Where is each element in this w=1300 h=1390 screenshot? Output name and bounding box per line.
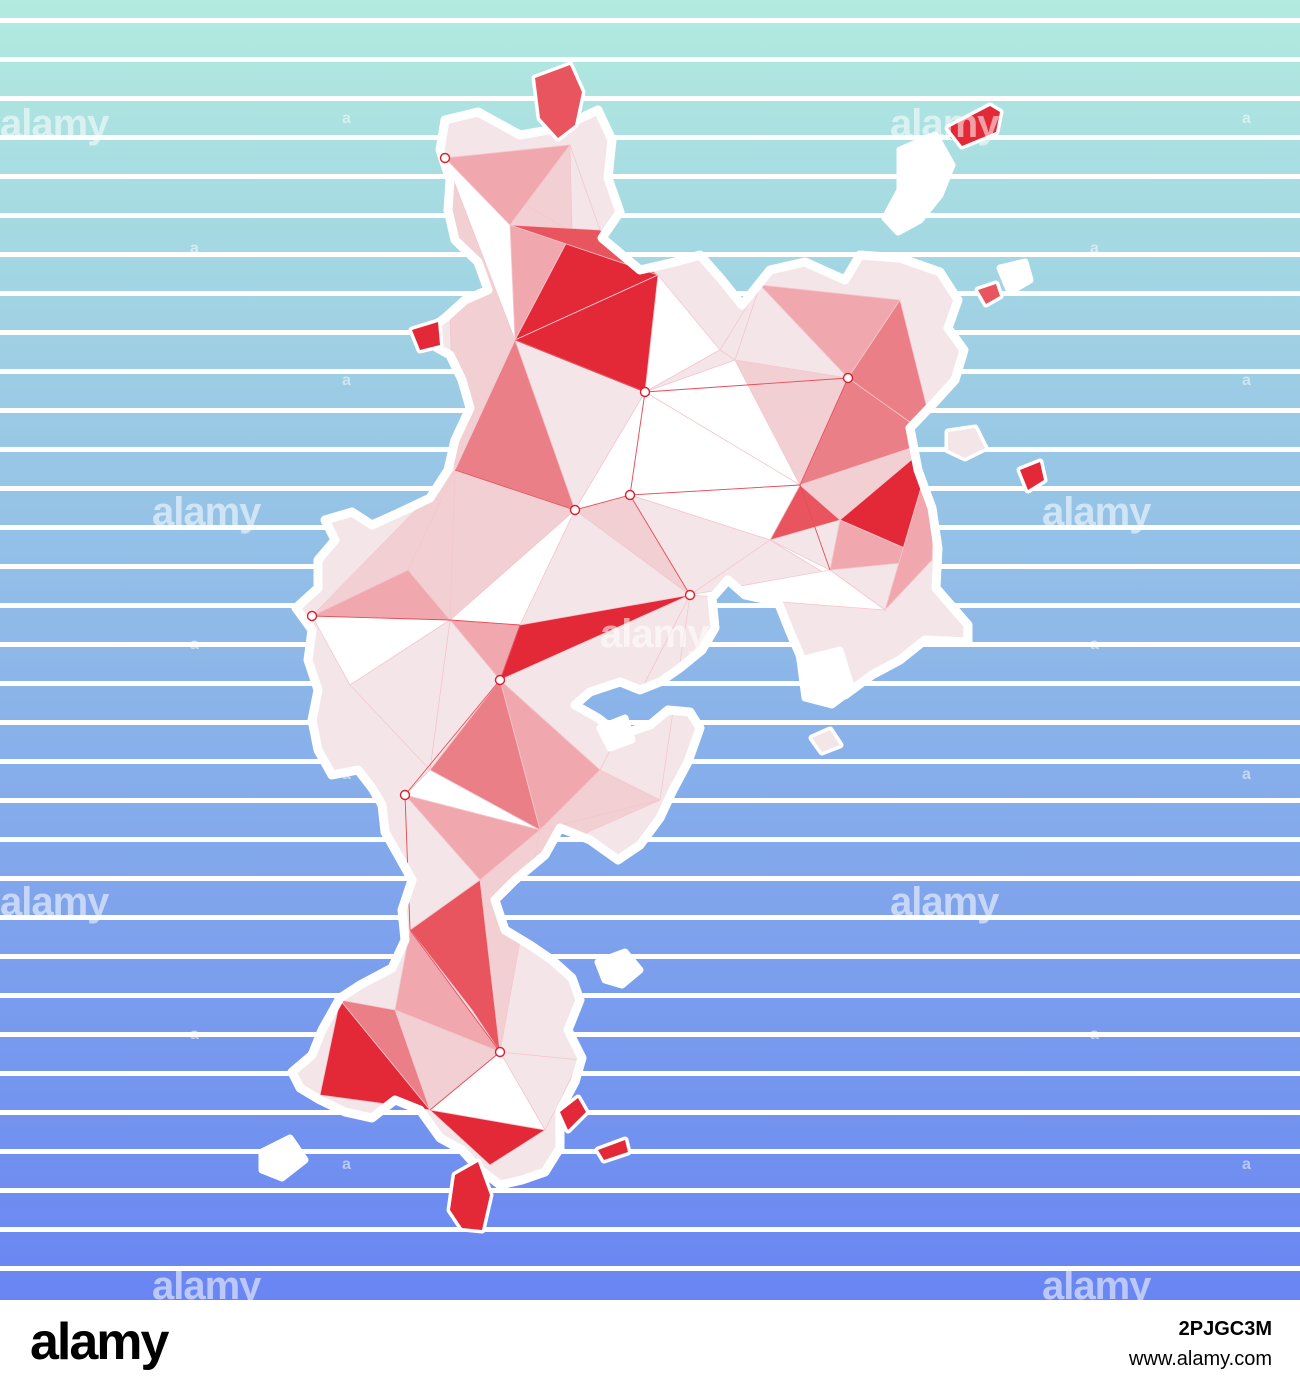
- islet: [594, 948, 644, 989]
- stripe: [0, 1071, 1300, 1076]
- stripe: [0, 135, 1300, 140]
- stripe: [0, 213, 1300, 218]
- mesh-triangle: [319, 999, 431, 1111]
- island-map: [0, 0, 1300, 1300]
- islet: [596, 714, 636, 752]
- mesh-link: [629, 494, 691, 596]
- image-id: 2PJGC3M: [1178, 1318, 1272, 1340]
- mesh-link: [499, 624, 521, 681]
- stripe: [0, 174, 1300, 179]
- footer-logo: alamy: [30, 1313, 169, 1371]
- islet: [1016, 458, 1048, 494]
- stripe: [0, 837, 1300, 842]
- mesh-link: [449, 619, 521, 626]
- islet: [881, 131, 956, 236]
- islet: [808, 726, 844, 756]
- stripe: [0, 954, 1300, 959]
- stripe: [0, 993, 1300, 998]
- island-outline: [287, 105, 973, 1190]
- islet: [446, 1158, 494, 1234]
- islet: [408, 318, 444, 354]
- triangle-mesh: [292, 110, 968, 1185]
- footer-info: 2PJGC3M www.alamy.com: [1129, 1314, 1272, 1374]
- mesh-link: [409, 929, 501, 1053]
- islet: [796, 646, 856, 709]
- islet: [556, 1094, 590, 1134]
- mesh-link: [404, 679, 501, 796]
- mesh-link: [629, 391, 646, 496]
- stripe: [0, 1149, 1300, 1154]
- mesh-node: [639, 386, 651, 398]
- mesh-node: [842, 372, 854, 384]
- stripe: [0, 1188, 1300, 1193]
- mesh-link: [404, 794, 411, 931]
- mesh-node: [399, 789, 411, 801]
- mesh-link: [644, 377, 849, 393]
- mesh-triangle: [719, 284, 761, 361]
- stripe: [0, 915, 1300, 920]
- mesh-link: [454, 469, 576, 511]
- mesh-link: [574, 494, 631, 511]
- stripe: [0, 96, 1300, 101]
- stripe: [0, 1110, 1300, 1115]
- map-canvas: alamy alamy alamy alamy alamy alamy alam…: [0, 0, 1300, 1300]
- stripe: [0, 252, 1300, 257]
- mesh-node: [494, 1046, 506, 1058]
- mesh-link: [629, 484, 801, 496]
- mesh-link: [799, 484, 831, 571]
- mesh-triangle: [689, 569, 887, 611]
- stripe: [0, 876, 1300, 881]
- mesh-triangle: [428, 1109, 547, 1166]
- stripe: [0, 57, 1300, 62]
- mesh-node: [494, 674, 506, 686]
- stripe: [0, 1266, 1300, 1271]
- islet: [531, 61, 586, 142]
- mesh-node: [439, 152, 451, 164]
- islet: [996, 258, 1034, 296]
- islet: [944, 102, 1004, 150]
- mesh-node: [569, 504, 581, 516]
- islet: [974, 280, 1004, 308]
- mesh-link: [799, 377, 849, 486]
- mesh-link: [429, 1051, 501, 1111]
- stripe: [0, 1032, 1300, 1037]
- mesh-link: [311, 615, 451, 621]
- mesh-node: [624, 489, 636, 501]
- mesh-triangle: [444, 144, 571, 226]
- stripe: [0, 18, 1300, 23]
- islet: [258, 1134, 309, 1182]
- mesh-node: [684, 589, 696, 601]
- site-url: www.alamy.com: [1129, 1348, 1272, 1370]
- mesh-triangle: [349, 619, 451, 771]
- islet: [594, 1136, 632, 1164]
- islet: [944, 424, 989, 462]
- mesh-link: [514, 339, 646, 393]
- stripe: [0, 1227, 1300, 1232]
- stock-footer: alamy 2PJGC3M www.alamy.com: [0, 1300, 1300, 1390]
- mesh-node: [306, 610, 318, 622]
- island-group: [258, 61, 1048, 1234]
